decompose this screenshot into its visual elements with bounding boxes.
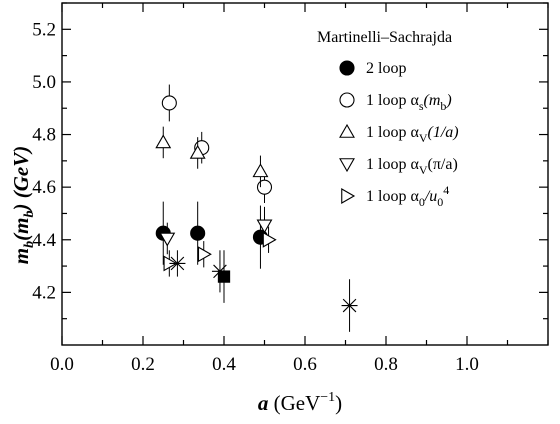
legend-label-part: (1/a) — [428, 124, 459, 141]
data-point — [341, 279, 358, 332]
legend-label: 1 loop α0/u04 — [366, 183, 449, 209]
legend-label-part: 0 — [437, 195, 443, 209]
data-point — [189, 137, 206, 169]
plot-axes — [61, 2, 549, 346]
x-axis-label: a (GeV−1) — [258, 390, 342, 415]
y-tick-label: 5.2 — [32, 19, 56, 40]
data-point — [155, 126, 172, 159]
open-circle-marker — [339, 92, 355, 108]
y-tick-label: 4.2 — [32, 282, 56, 303]
legend-label: 1 loop αV(π/a) — [366, 156, 458, 177]
y-tick-label: 4.8 — [32, 125, 56, 146]
y-tick-label: 5.0 — [32, 72, 56, 93]
y-tick-label: 4.6 — [32, 177, 56, 198]
data-point — [256, 171, 273, 203]
y-axis-label-sub2: b — [22, 211, 37, 218]
data-point — [217, 250, 231, 303]
data-point — [252, 155, 269, 188]
x-tick-label: 1.0 — [455, 354, 479, 375]
triangle-down-marker — [339, 158, 355, 173]
star-marker — [169, 256, 186, 271]
legend-label-part: 0 — [419, 195, 425, 209]
x-tick-label: 0.4 — [212, 354, 236, 375]
legend-label-part: 1 loop α — [366, 92, 419, 109]
data-point — [262, 226, 277, 253]
legend-label-part: /u — [424, 188, 437, 205]
triangle-right-marker — [262, 231, 277, 248]
x-tick-label: 0.2 — [131, 354, 155, 375]
data-point — [169, 250, 186, 277]
legend-item: 1 loop αs(mb) — [339, 92, 452, 113]
legend-item: 1 loop αV(π/a) — [339, 156, 458, 177]
filled-circle-marker — [190, 225, 206, 241]
plot-frame — [61, 2, 549, 346]
x-tick-label: 0.8 — [374, 354, 398, 375]
data-point — [159, 222, 176, 255]
legend-label-part: 4 — [443, 183, 449, 197]
legend-label-part: 1 loop α — [366, 156, 419, 173]
triangle-up-marker — [339, 123, 355, 138]
triangle-right-marker — [341, 188, 356, 204]
legend-item: 1 loop α0/u04 — [341, 183, 449, 209]
y-axis-label-unit: (GeV) — [9, 146, 33, 204]
triangle-up-marker — [189, 144, 206, 159]
triangle-up-marker — [252, 163, 269, 178]
legend-label-part: (m — [424, 92, 441, 109]
axis-ticks: 0.0 0.2 0.4 0.6 0.8 1.0 4.2 4.4 4.6 4.8 5.0 5.2 — [32, 2, 549, 375]
legend-label-part: (π/a) — [428, 156, 458, 173]
data-point — [190, 201, 206, 265]
data-point — [197, 241, 212, 268]
legend-item: 1 loop αV(1/a) — [339, 123, 459, 145]
x-axis-label-close: ) — [335, 391, 342, 415]
y-axis-label-close: ) — [9, 204, 33, 213]
legend-label-part: s — [419, 99, 424, 113]
legend-label-part: 2 loop — [366, 60, 406, 77]
y-axis-label-m: m — [9, 248, 33, 264]
legend-label-part: ) — [445, 92, 451, 109]
y-axis-label-open: (m — [9, 218, 33, 241]
data-points — [155, 84, 358, 332]
legend-label-part: 1 loop α — [366, 124, 419, 141]
legend-label: 1 loop αV(1/a) — [366, 124, 459, 145]
x-axis-label-unit: (GeV — [268, 391, 320, 415]
y-axis-label-sub1: b — [22, 241, 37, 248]
y-tick-label: 4.4 — [32, 230, 56, 251]
legend-label-part: V — [419, 163, 428, 177]
legend-label: 2 loop — [366, 60, 406, 77]
x-tick-label: 0.0 — [50, 354, 74, 375]
y-axis-label: mb(mb) (GeV) — [9, 146, 37, 264]
open-circle-marker — [161, 95, 177, 111]
legend-item: 2 loop — [339, 60, 406, 77]
open-circle-marker — [256, 179, 273, 195]
filled-square-marker — [217, 270, 231, 283]
legend-label-part: b — [440, 99, 446, 113]
legend-label-part: V — [419, 131, 428, 145]
triangle-right-marker — [197, 246, 212, 263]
triangle-down-marker — [256, 219, 273, 234]
star-stroke — [170, 256, 185, 271]
triangle-up-marker — [155, 134, 172, 149]
triangle-down-marker — [159, 232, 176, 247]
x-axis-label-exp: −1 — [320, 390, 335, 405]
filled-circle-marker — [339, 60, 355, 76]
star-marker — [341, 298, 358, 313]
star-stroke — [342, 298, 357, 313]
legend-label: 1 loop αs(mb) — [366, 92, 452, 113]
legend-label-part: 1 loop α — [366, 188, 419, 205]
chart-annotation: Martinelli–Sachrajda — [317, 29, 452, 46]
data-point — [161, 84, 177, 122]
x-tick-label: 0.6 — [293, 354, 317, 375]
x-axis-label-var: a — [258, 391, 269, 415]
